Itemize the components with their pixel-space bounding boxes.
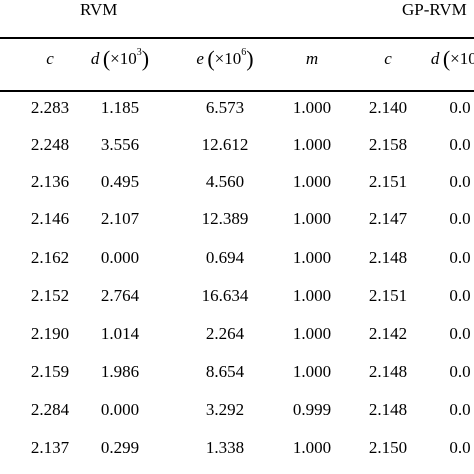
table-cell: 1.000 bbox=[292, 172, 332, 191]
table-cell: 8.654 bbox=[205, 362, 245, 381]
table-cell: 1.000 bbox=[292, 209, 332, 228]
table-cell: 0.0 bbox=[449, 362, 471, 381]
paren-open: ( bbox=[102, 46, 111, 71]
column-header-0: c bbox=[46, 44, 54, 74]
times-sign: × bbox=[110, 49, 120, 68]
table-cell: 0.0 bbox=[449, 98, 471, 117]
table-cell: 2.148 bbox=[368, 400, 408, 419]
table-cell: 3.292 bbox=[205, 400, 245, 419]
column-variable: c bbox=[46, 49, 54, 68]
scale-base: 10 bbox=[459, 49, 474, 68]
table-cell: 0.299 bbox=[100, 438, 140, 457]
scale-base: 10 bbox=[224, 49, 242, 68]
table-cell: 2.284 bbox=[30, 400, 70, 419]
times-sign: × bbox=[450, 49, 460, 68]
column-header-4: c bbox=[384, 44, 392, 74]
table-cell: 1.000 bbox=[292, 438, 332, 457]
scale-exponent: 3 bbox=[136, 47, 142, 58]
column-header-5: d (×103) bbox=[431, 44, 474, 74]
table-cell: 12.612 bbox=[201, 135, 249, 154]
paren-open: ( bbox=[207, 46, 215, 71]
table-cell: 2.148 bbox=[368, 362, 408, 381]
table-cell: 2.158 bbox=[368, 135, 408, 154]
table-cell: 2.264 bbox=[205, 324, 245, 343]
scale-exponent: 6 bbox=[241, 47, 247, 58]
table-cell: 2.150 bbox=[368, 438, 408, 457]
column-variable: c bbox=[384, 49, 392, 68]
scale-base: 10 bbox=[119, 49, 137, 68]
table-cell: 1.000 bbox=[292, 286, 332, 305]
table-cell: 0.0 bbox=[449, 209, 471, 228]
table-cell: 0.0 bbox=[449, 135, 471, 154]
table-cell: 0.0 bbox=[449, 248, 471, 267]
table-cell: 2.137 bbox=[30, 438, 70, 457]
table-cell: 16.634 bbox=[201, 286, 249, 305]
table-cell: 2.140 bbox=[368, 98, 408, 117]
table-cell: 1.338 bbox=[205, 438, 245, 457]
column-header-2: e (×106) bbox=[196, 44, 253, 74]
column-header-3: m bbox=[306, 44, 318, 74]
table-cell: 3.556 bbox=[100, 135, 140, 154]
column-variable: d bbox=[90, 49, 100, 68]
table-cell: 2.162 bbox=[30, 248, 70, 267]
column-header-1: d (×103) bbox=[91, 44, 149, 74]
table-cell: 2.151 bbox=[368, 286, 408, 305]
table-cell: 2.248 bbox=[30, 135, 70, 154]
table-cell: 2.147 bbox=[368, 209, 408, 228]
table-cell: 2.146 bbox=[30, 209, 70, 228]
table-cell: 0.000 bbox=[100, 400, 140, 419]
table-cell: 0.694 bbox=[205, 248, 245, 267]
table-cell: 1.014 bbox=[100, 324, 140, 343]
paren-open: ( bbox=[442, 46, 451, 71]
table-cell: 6.573 bbox=[205, 98, 245, 117]
table-cell: 2.190 bbox=[30, 324, 70, 343]
table-cell: 1.000 bbox=[292, 324, 332, 343]
table-cell: 0.999 bbox=[292, 400, 332, 419]
table-cell: 1.000 bbox=[292, 98, 332, 117]
times-sign: × bbox=[214, 49, 225, 68]
table-cell: 12.389 bbox=[201, 209, 249, 228]
table-cell: 2.283 bbox=[30, 98, 70, 117]
table-cell: 4.560 bbox=[205, 172, 245, 191]
rule-mid bbox=[0, 37, 474, 39]
table-cell: 2.142 bbox=[368, 324, 408, 343]
column-variable: m bbox=[305, 49, 319, 68]
table-cell: 2.151 bbox=[368, 172, 408, 191]
table-cell: 1.000 bbox=[292, 248, 332, 267]
table-cell: 0.000 bbox=[100, 248, 140, 267]
table-cell: 1.986 bbox=[100, 362, 140, 381]
paren-close: ) bbox=[141, 46, 150, 71]
column-variable: e bbox=[196, 49, 204, 68]
paren-close: ) bbox=[246, 46, 254, 71]
table-cell: 2.136 bbox=[30, 172, 70, 191]
table-cell: 0.0 bbox=[449, 438, 471, 457]
table-cell: 1.185 bbox=[100, 98, 140, 117]
column-variable: d bbox=[430, 49, 440, 68]
table-cell: 2.148 bbox=[368, 248, 408, 267]
table-cell: 2.152 bbox=[30, 286, 70, 305]
table-cell: 0.0 bbox=[449, 286, 471, 305]
table-cell: 1.000 bbox=[292, 362, 332, 381]
table-cell: 0.0 bbox=[449, 324, 471, 343]
table-cell: 2.107 bbox=[100, 209, 140, 228]
table-cell: 2.764 bbox=[100, 286, 140, 305]
table-cell: 2.159 bbox=[30, 362, 70, 381]
table-cell: 0.0 bbox=[449, 172, 471, 191]
table-cell: 1.000 bbox=[292, 135, 332, 154]
table-cell: 0.0 bbox=[449, 400, 471, 419]
table-cell: 0.495 bbox=[100, 172, 140, 191]
group-header-rvm: RVM bbox=[80, 0, 118, 19]
rule-body-top bbox=[0, 90, 474, 92]
group-header-gp-rvm: GP-RVM bbox=[402, 0, 467, 19]
